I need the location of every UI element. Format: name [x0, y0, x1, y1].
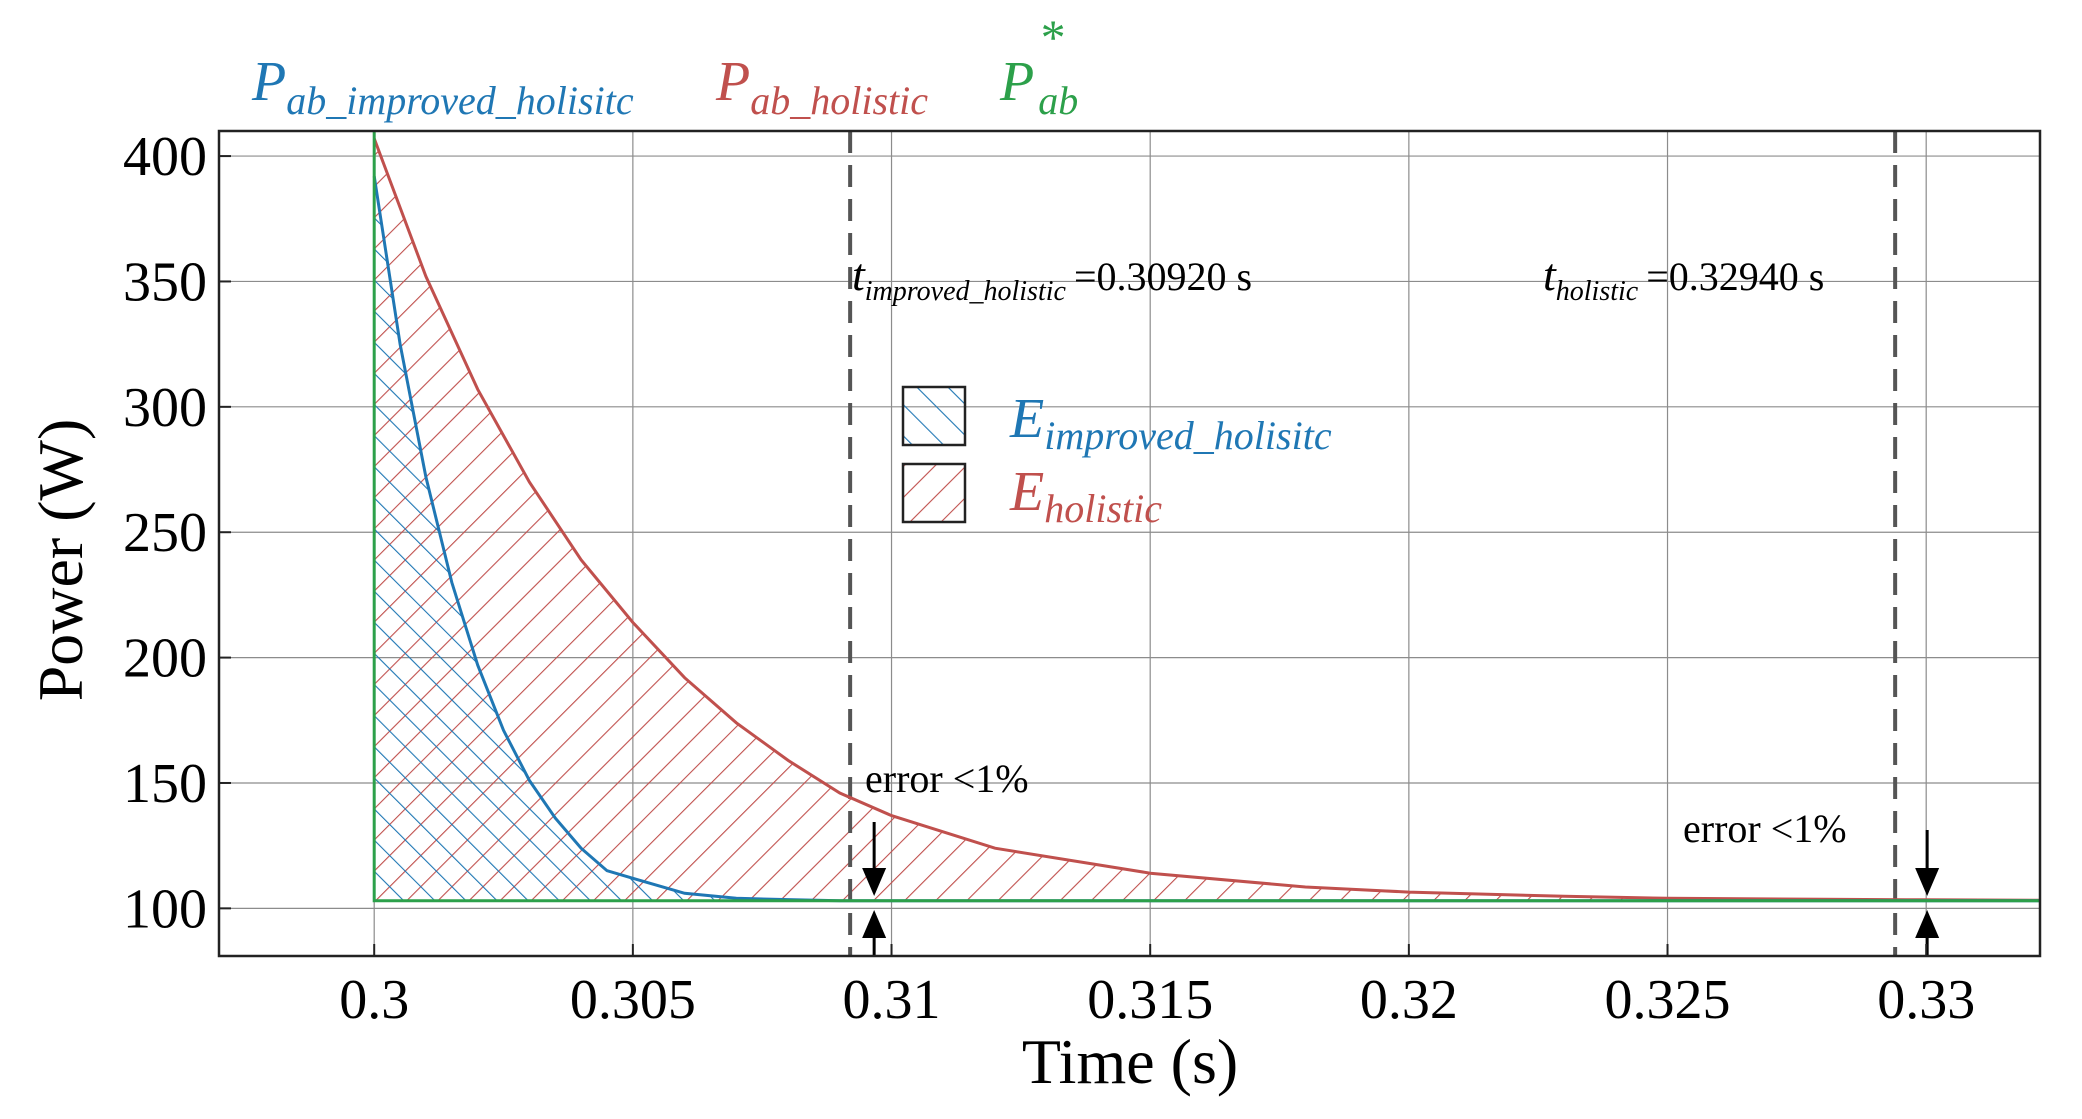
y-axis-label: Power (W) [25, 419, 96, 702]
energy-holistic-area [374, 138, 2040, 901]
x-tick-label: 0.31 [843, 969, 941, 1031]
x-axis-ticks: 0.3 0.305 0.31 0.315 0.32 0.325 0.33 [339, 944, 1975, 1031]
legend-sup: * [1038, 9, 1063, 65]
legend-entry-improved-holistic: Pab_improved_holisitc [251, 51, 634, 123]
settling-markers [848, 131, 1940, 956]
y-tick-label: 200 [123, 628, 207, 690]
error-arrow-up-head [1915, 910, 1940, 938]
legend-entry-energy-improved-holistic: Eimproved_holisitc [1009, 388, 1332, 458]
legend-entry-energy-holistic: Eholistic [1009, 461, 1162, 531]
error-label-1: error <1% [865, 756, 1029, 801]
series-lines [372, 131, 2040, 903]
series-legend: Pab_improved_holisitc Pab_holistic P* ab [251, 9, 1078, 123]
y-tick-label: 350 [123, 251, 207, 313]
series-line-reference [372, 131, 2040, 903]
legend-sub: ab [1038, 78, 1078, 123]
legend-sub: holistic [1044, 486, 1162, 531]
legend-entry-holistic: Pab_holistic [715, 51, 928, 123]
error-arrow-down-head [862, 868, 887, 896]
settling-label-holistic: tholistic =0.32940 s [1543, 249, 1824, 307]
annotation-sub: improved_holistic [865, 276, 1067, 307]
legend-swatch-holistic [901, 462, 967, 524]
legend-main: E [1009, 388, 1044, 450]
y-tick-label: 250 [123, 502, 207, 564]
annotation-value: =0.32940 s [1646, 254, 1824, 299]
x-tick-label: 0.32 [1360, 969, 1458, 1031]
annotation-main: t [1543, 249, 1557, 300]
plot-frame [217, 129, 2042, 958]
legend-entry-reference: P* ab [999, 9, 1078, 123]
legend-sub: improved_holisitc [1044, 413, 1332, 458]
y-axis-ticks: 100 150 200 250 300 350 400 [123, 126, 231, 940]
y-tick-label: 100 [123, 878, 207, 940]
legend-sub: ab_holistic [750, 78, 928, 123]
y-tick-label: 400 [123, 126, 207, 188]
settling-label-improved-holistic: timproved_holistic =0.30920 s [852, 249, 1252, 307]
x-axis-label: Time (s) [1022, 1026, 1238, 1097]
legend-main: P [251, 51, 286, 113]
series-line-holistic [372, 137, 2040, 902]
energy-areas [374, 138, 2040, 901]
legend-swatch-improved-holistic [901, 385, 967, 447]
legend-main: E [1009, 461, 1044, 523]
x-tick-label: 0.33 [1877, 969, 1975, 1031]
legend-main: P [999, 51, 1034, 113]
energy-legend: Eimproved_holisitc Eholistic [901, 385, 1332, 531]
annotation-sub: holistic [1556, 276, 1639, 307]
x-tick-label: 0.325 [1605, 969, 1731, 1031]
error-label-2: error <1% [1683, 806, 1847, 851]
legend-sub: ab_improved_holisitc [286, 78, 634, 123]
annotation-value: =0.30920 s [1074, 254, 1252, 299]
annotation-main: t [852, 249, 866, 300]
y-tick-label: 300 [123, 377, 207, 439]
x-tick-label: 0.305 [570, 969, 696, 1031]
legend-main: P [715, 51, 750, 113]
error-arrow-down-head [1915, 868, 1940, 896]
x-tick-label: 0.3 [339, 969, 409, 1031]
y-tick-label: 150 [123, 753, 207, 815]
error-arrow-up-head [862, 910, 887, 938]
x-tick-label: 0.315 [1087, 969, 1213, 1031]
energy-improved-holistic-area [374, 176, 2040, 901]
